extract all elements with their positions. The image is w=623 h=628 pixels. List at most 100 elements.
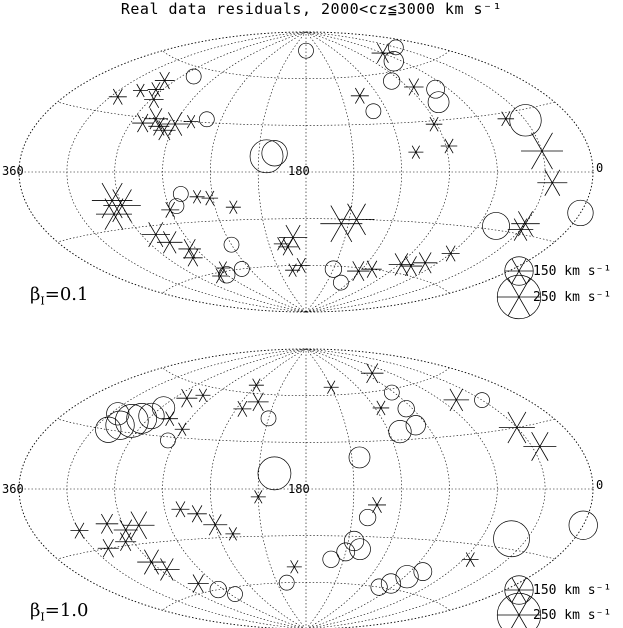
top-meridian-300 bbox=[305, 31, 498, 313]
top-point-2 bbox=[383, 51, 404, 72]
top-point-22 bbox=[399, 256, 423, 277]
bottom-point-43 bbox=[105, 410, 135, 440]
top-beta-label: βI=0.1 bbox=[30, 284, 88, 308]
bottom-point-35 bbox=[233, 400, 252, 417]
top-parallel--30 bbox=[57, 218, 555, 243]
bottom-meridian-210 bbox=[305, 348, 355, 628]
top-parallel-30 bbox=[57, 101, 555, 126]
top-point-21 bbox=[413, 252, 438, 274]
bottom-point-54 bbox=[154, 558, 180, 581]
figure-title: Real data residuals, 2000<cz≦3000 km s⁻¹ bbox=[120, 0, 503, 18]
top-point-16 bbox=[567, 199, 594, 227]
top-meridian-120 bbox=[210, 31, 307, 313]
bottom-point-27 bbox=[278, 574, 295, 591]
bottom-point-10 bbox=[348, 446, 371, 469]
top-legend-150-label: 150 km s⁻¹ bbox=[533, 264, 612, 279]
top-point-64 bbox=[132, 83, 148, 98]
top-point-67 bbox=[298, 42, 314, 59]
top-point-7 bbox=[426, 79, 445, 99]
top-point-19 bbox=[482, 212, 510, 240]
bottom-point-15 bbox=[568, 510, 598, 540]
bottom-point-29 bbox=[203, 514, 228, 536]
top-point-46 bbox=[91, 182, 133, 219]
top-point-12 bbox=[440, 138, 458, 154]
bottom-legend-250-star bbox=[497, 595, 541, 628]
top-point-50 bbox=[178, 239, 201, 259]
bottom-beta-label: βI=1.0 bbox=[30, 600, 88, 624]
top-point-29 bbox=[338, 203, 375, 236]
bottom-point-0 bbox=[474, 392, 490, 408]
bottom-point-46 bbox=[161, 411, 178, 427]
top-point-65 bbox=[108, 88, 127, 105]
top-point-61 bbox=[144, 90, 164, 108]
bottom-point-5 bbox=[383, 384, 400, 401]
top-label-180: 180 bbox=[288, 164, 310, 178]
bottom-point-47 bbox=[174, 422, 190, 436]
top-point-66 bbox=[185, 68, 202, 85]
top-parallel-60 bbox=[162, 50, 450, 79]
bottom-point-8 bbox=[388, 419, 412, 444]
top-point-26 bbox=[333, 274, 349, 291]
bottom-beta-sub: I bbox=[40, 610, 45, 624]
top-point-51 bbox=[183, 249, 203, 267]
top-point-34 bbox=[261, 140, 288, 167]
bottom-parallel-30 bbox=[57, 418, 555, 443]
bottom-beta-symbol: β bbox=[30, 600, 41, 621]
bottom-parallel-60 bbox=[162, 367, 450, 396]
top-point-14 bbox=[350, 87, 369, 104]
bottom-label-360: 360 bbox=[2, 482, 24, 496]
bottom-legend-150-label: 150 km s⁻¹ bbox=[533, 583, 612, 598]
top-point-56 bbox=[161, 112, 189, 136]
top-legend-250-star bbox=[497, 277, 541, 317]
top-point-63 bbox=[154, 71, 175, 90]
bottom-point-2 bbox=[523, 431, 557, 461]
top-point-39 bbox=[172, 186, 189, 202]
bottom-point-9 bbox=[372, 400, 390, 416]
bottom-point-18 bbox=[413, 562, 433, 581]
top-point-6 bbox=[497, 111, 515, 127]
bottom-label-180: 180 bbox=[288, 482, 310, 496]
bottom-point-42 bbox=[114, 404, 149, 438]
top-beta-sub: I bbox=[40, 294, 45, 308]
bottom-meridian-150 bbox=[257, 348, 307, 628]
top-point-0 bbox=[387, 39, 404, 56]
top-point-27 bbox=[324, 260, 343, 278]
top-point-41 bbox=[161, 201, 180, 218]
bottom-point-32 bbox=[225, 527, 241, 541]
top-point-49 bbox=[156, 231, 183, 254]
top-label-360: 360 bbox=[2, 164, 24, 178]
bottom-meridian-120 bbox=[210, 348, 307, 628]
bottom-point-22 bbox=[349, 538, 371, 561]
bottom-legend-150-star bbox=[504, 577, 534, 603]
top-beta-symbol: β bbox=[30, 284, 41, 305]
bottom-point-17 bbox=[462, 552, 479, 567]
top-point-68 bbox=[285, 263, 301, 277]
bottom-point-4 bbox=[360, 363, 384, 384]
bottom-point-51 bbox=[95, 513, 119, 534]
bottom-point-36 bbox=[260, 410, 277, 427]
top-point-18 bbox=[507, 218, 534, 241]
bottom-point-49 bbox=[123, 511, 155, 540]
top-point-31 bbox=[278, 238, 298, 256]
bottom-point-30 bbox=[187, 505, 207, 523]
top-point-10 bbox=[383, 72, 401, 90]
top-point-30 bbox=[278, 224, 308, 250]
top-label-0: 0 bbox=[596, 161, 604, 175]
bottom-point-11 bbox=[323, 380, 339, 394]
top-point-11 bbox=[425, 116, 443, 132]
bottom-point-58 bbox=[97, 538, 119, 558]
bottom-label-0: 0 bbox=[596, 478, 604, 492]
bottom-point-56 bbox=[209, 580, 227, 599]
top-point-52 bbox=[218, 266, 236, 284]
top-point-40 bbox=[168, 198, 185, 214]
bottom-parallel--30 bbox=[57, 535, 555, 560]
bottom-point-19 bbox=[395, 565, 419, 589]
top-point-62 bbox=[147, 82, 165, 97]
top-point-24 bbox=[362, 260, 382, 278]
bottom-point-26 bbox=[286, 560, 302, 574]
bottom-point-7 bbox=[405, 415, 426, 436]
bottom-point-41 bbox=[126, 403, 158, 434]
bottom-point-3 bbox=[443, 388, 470, 412]
bottom-parallel--60 bbox=[162, 582, 450, 611]
